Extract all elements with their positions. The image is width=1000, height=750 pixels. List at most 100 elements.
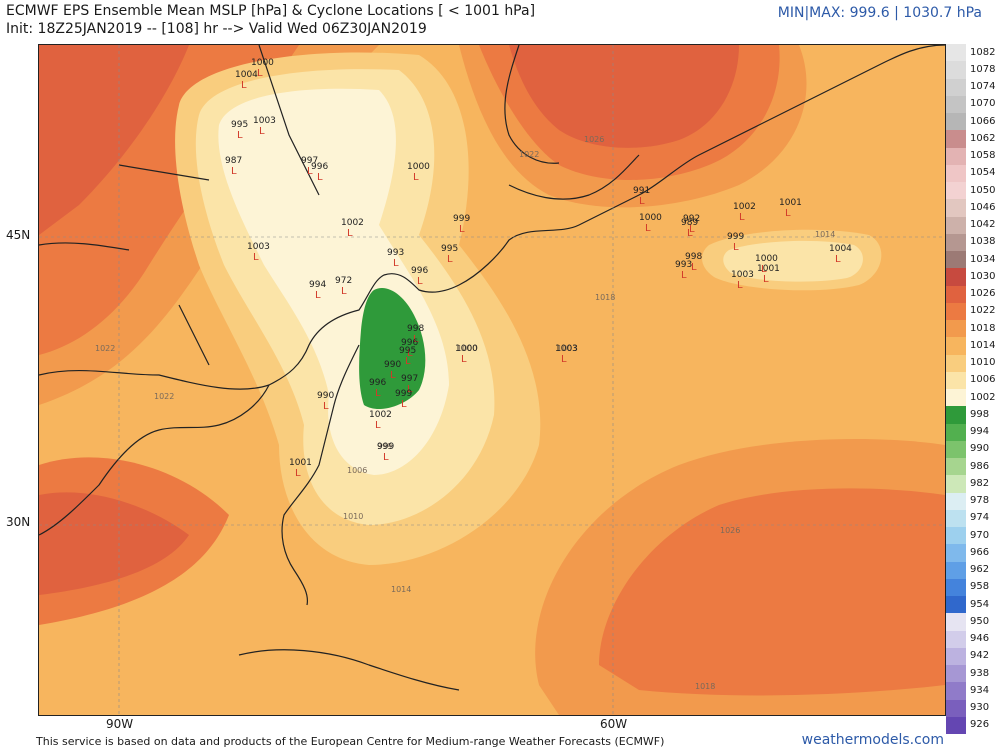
legend-swatch <box>946 596 966 614</box>
legend-label: 930 <box>970 702 990 714</box>
isobar-band-1026-southwest <box>39 492 189 595</box>
cyclone-low-value: 1000 <box>639 213 662 223</box>
isobar-label: 1000 <box>457 344 477 353</box>
legend-swatch <box>946 44 966 62</box>
legend-label: 958 <box>970 581 990 593</box>
cyclone-low-marker: L <box>687 228 693 239</box>
legend-label: 1034 <box>970 253 996 265</box>
legend-label: 946 <box>970 633 990 645</box>
legend-label: 1050 <box>970 184 996 196</box>
pressure-map-svg: 1026 1022 1018 1014 1010 1006 1003 1000 … <box>39 45 945 715</box>
map-subtitle: Init: 18Z25JAN2019 -- [108] hr --> Valid… <box>6 21 427 37</box>
cyclone-low-marker: L <box>763 274 769 285</box>
legend-swatch <box>946 716 966 734</box>
cyclone-low-marker: L <box>375 388 381 399</box>
legend-label: 942 <box>970 650 990 662</box>
cyclone-low-value: 996 <box>311 162 328 172</box>
legend-swatch <box>946 458 966 476</box>
cyclone-low-marker: L <box>375 420 381 431</box>
legend-swatch <box>946 647 966 665</box>
isobar-band-1014-atlantic <box>723 240 863 282</box>
legend-swatch <box>946 130 966 148</box>
cyclone-low-marker: L <box>231 166 237 177</box>
legend-label: 1018 <box>970 322 996 334</box>
cyclone-low-value: 999 <box>395 389 412 399</box>
legend-label: 962 <box>970 564 990 576</box>
legend-label: 990 <box>970 443 990 455</box>
cyclone-low-marker: L <box>761 264 767 275</box>
legend-label: 1078 <box>970 63 996 75</box>
isobar-label: 1010 <box>343 512 363 521</box>
legend-swatch <box>946 630 966 648</box>
lat-label-30n: 30N <box>6 515 31 529</box>
isobar-label: 1003 <box>557 344 577 353</box>
legend-label: 1062 <box>970 132 996 144</box>
cyclone-low-value: 995 <box>399 346 416 356</box>
legend-swatch <box>946 285 966 303</box>
cyclone-low-value: 991 <box>633 186 650 196</box>
cyclone-low-marker: L <box>461 354 467 365</box>
isobar-labels: 1026 1022 1018 1014 1010 1006 1003 1000 … <box>95 135 835 691</box>
legend-label: 966 <box>970 546 990 558</box>
cyclone-low-marker: L <box>257 68 263 79</box>
cyclone-low-value: 1001 <box>757 264 780 274</box>
cyclone-low-marker: L <box>393 258 399 269</box>
legend-label: 938 <box>970 667 990 679</box>
isobar-label: 1026 <box>584 135 604 144</box>
pressure-map[interactable]: 1026 1022 1018 1014 1010 1006 1003 1000 … <box>38 44 946 716</box>
isobar-label: 1022 <box>154 392 174 401</box>
legend-swatch <box>946 302 966 320</box>
cyclone-low-value: 1002 <box>733 202 756 212</box>
legend-label: 1002 <box>970 391 996 403</box>
isobar-band-1022-se <box>599 488 945 696</box>
map-title: ECMWF EPS Ensemble Mean MSLP [hPa] & Cyc… <box>6 3 536 19</box>
cyclone-low-marker: L <box>689 224 695 235</box>
cyclone-low-marker: L <box>401 399 407 410</box>
cyclone-low-marker: L <box>317 172 323 183</box>
cyclone-low-marker: L <box>561 354 567 365</box>
legend-label: 954 <box>970 598 990 610</box>
cyclone-low-value: 996 <box>401 338 418 348</box>
cyclone-low-marker: L <box>383 452 389 463</box>
legend-label: 950 <box>970 615 990 627</box>
coastlines <box>39 45 945 715</box>
legend-label: 1038 <box>970 236 996 248</box>
cyclone-low-marker: L <box>405 356 411 367</box>
min-max-readout: MIN|MAX: 999.6 | 1030.7 hPa <box>777 5 982 21</box>
cyclone-low-value: 1000 <box>407 162 430 172</box>
cyclone-low-value: 987 <box>225 156 242 166</box>
cyclone-low-value: 999 <box>453 214 470 224</box>
legend-label: 978 <box>970 495 990 507</box>
legend-swatch <box>946 475 966 493</box>
legend-swatch <box>946 389 966 407</box>
legend-swatch <box>946 492 966 510</box>
cyclone-low-marker: L <box>691 262 697 273</box>
cyclone-low-marker: L <box>645 223 651 234</box>
footer-brand[interactable]: weathermodels.com <box>801 732 944 748</box>
legend-label: 1046 <box>970 201 996 213</box>
legend-label: 1014 <box>970 339 996 351</box>
isobar-label: 1026 <box>720 526 740 535</box>
legend-swatch <box>946 509 966 527</box>
legend-label: 998 <box>970 408 990 420</box>
legend-label: 1058 <box>970 150 996 162</box>
cyclone-low-value: 998 <box>407 324 424 334</box>
cyclone-low-marker: L <box>639 196 645 207</box>
cyclone-low-value: 992 <box>683 214 700 224</box>
legend-swatch <box>946 527 966 545</box>
cyclone-low-marker: L <box>347 228 353 239</box>
legend-swatch <box>946 406 966 424</box>
cyclone-low-value: 1002 <box>369 410 392 420</box>
legend-swatch <box>946 61 966 79</box>
cyclone-low-marker: L <box>259 126 265 137</box>
legend-swatch <box>946 251 966 269</box>
cyclone-low-value: 996 <box>411 266 428 276</box>
cyclone-low-marker: L <box>417 276 423 287</box>
isobar-label: 1006 <box>347 466 367 475</box>
cyclone-low-value: 993 <box>675 260 692 270</box>
cyclone-low-value: 972 <box>335 276 352 286</box>
legend-label: 1010 <box>970 357 996 369</box>
cyclone-low-value: 1004 <box>235 70 258 80</box>
legend-label: 1026 <box>970 288 996 300</box>
legend-swatch <box>946 147 966 165</box>
